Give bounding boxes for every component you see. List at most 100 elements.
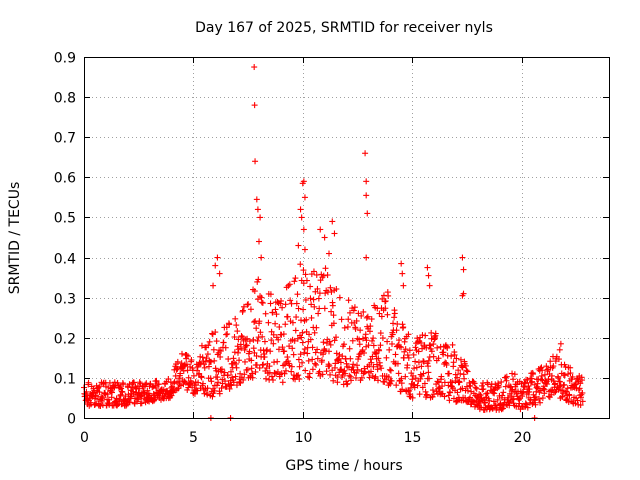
data-point: [131, 379, 138, 386]
data-point: [494, 396, 501, 403]
data-point: [316, 305, 323, 312]
data-point: [309, 366, 316, 373]
data-point: [295, 356, 302, 363]
data-point: [194, 387, 201, 394]
data-point: [232, 373, 239, 380]
data-point: [312, 349, 319, 356]
axis-ticks: [84, 57, 609, 419]
data-point: [208, 378, 215, 385]
data-point: [293, 300, 300, 307]
data-point: [309, 356, 316, 363]
data-point: [249, 374, 256, 381]
data-point: [205, 363, 212, 370]
data-point: [354, 362, 360, 369]
data-point: [428, 329, 435, 336]
data-point: [321, 305, 328, 312]
data-point: [353, 370, 360, 377]
data-point: [395, 370, 402, 377]
data-point: [300, 306, 307, 313]
data-point: [307, 283, 314, 290]
data-point: [356, 351, 363, 358]
data-point: [153, 385, 160, 392]
data-point: [242, 358, 248, 365]
data-point: [286, 281, 293, 288]
data-point: [241, 346, 248, 353]
data-point: [360, 308, 367, 315]
data-point: [472, 384, 479, 391]
data-point: [498, 406, 505, 413]
data-point: [300, 280, 307, 287]
data-point: [503, 373, 510, 380]
data-point: [419, 384, 426, 391]
data-point: [302, 367, 309, 374]
tick-labels: 0 0.1 0.2 0.3 0.4 0.5 0.6 0.7 0.8 0.9 0 5 10 15 20: [54, 51, 532, 447]
data-point: [261, 354, 268, 361]
y-tick-label: 0.2: [54, 332, 76, 348]
y-tick-label: 0: [67, 412, 76, 428]
data-point: [323, 368, 330, 375]
data-point: [183, 361, 190, 368]
data-point: [96, 389, 103, 396]
data-point: [464, 368, 471, 375]
data-point: [488, 383, 495, 390]
data-point: [256, 364, 263, 371]
data-point: [438, 373, 445, 380]
data-point: [330, 377, 337, 384]
data-point: [270, 377, 276, 384]
data-point: [463, 367, 470, 374]
data-point: [304, 350, 311, 357]
data-point: [548, 372, 555, 379]
data-point: [536, 395, 542, 402]
data-point: [327, 341, 334, 348]
data-point: [182, 379, 189, 386]
data-point: [238, 345, 245, 352]
spike-point: [459, 254, 466, 261]
data-point: [238, 332, 245, 339]
data-point: [337, 359, 344, 366]
data-point: [291, 278, 298, 285]
data-point: [412, 344, 419, 351]
data-point: [530, 371, 537, 378]
data-point: [332, 360, 339, 367]
data-point: [231, 334, 238, 341]
data-point: [396, 337, 402, 344]
data-point: [282, 321, 289, 328]
data-point: [308, 301, 315, 308]
data-point: [303, 316, 310, 323]
spike-point: [425, 272, 432, 279]
data-point: [398, 344, 405, 351]
data-point: [526, 386, 533, 393]
data-point: [411, 365, 418, 372]
data-point: [375, 355, 382, 362]
data-point: [351, 304, 358, 311]
data-point: [114, 401, 121, 408]
data-point: [209, 330, 216, 337]
spike-point: [424, 264, 431, 271]
data-point: [352, 325, 359, 332]
data-point: [519, 393, 526, 400]
data-point: [284, 354, 291, 361]
data-point: [450, 359, 457, 366]
data-point: [220, 339, 227, 346]
data-point: [306, 331, 313, 338]
data-point: [245, 301, 252, 308]
data-point: [414, 338, 421, 345]
data-point: [291, 337, 298, 344]
data-point: [349, 337, 356, 344]
data-point: [417, 371, 424, 378]
data-point: [211, 357, 218, 364]
spike-point: [331, 230, 338, 237]
data-point: [382, 298, 389, 305]
data-point: [532, 393, 539, 400]
data-point: [499, 392, 506, 399]
data-point: [320, 351, 327, 358]
data-point: [282, 367, 289, 374]
data-point: [104, 391, 111, 398]
data-point: [181, 378, 188, 385]
data-point: [272, 320, 279, 327]
data-point: [467, 383, 474, 390]
data-point: [551, 389, 558, 396]
data-point: [420, 358, 427, 365]
data-point: [301, 346, 308, 353]
data-point: [541, 386, 548, 393]
